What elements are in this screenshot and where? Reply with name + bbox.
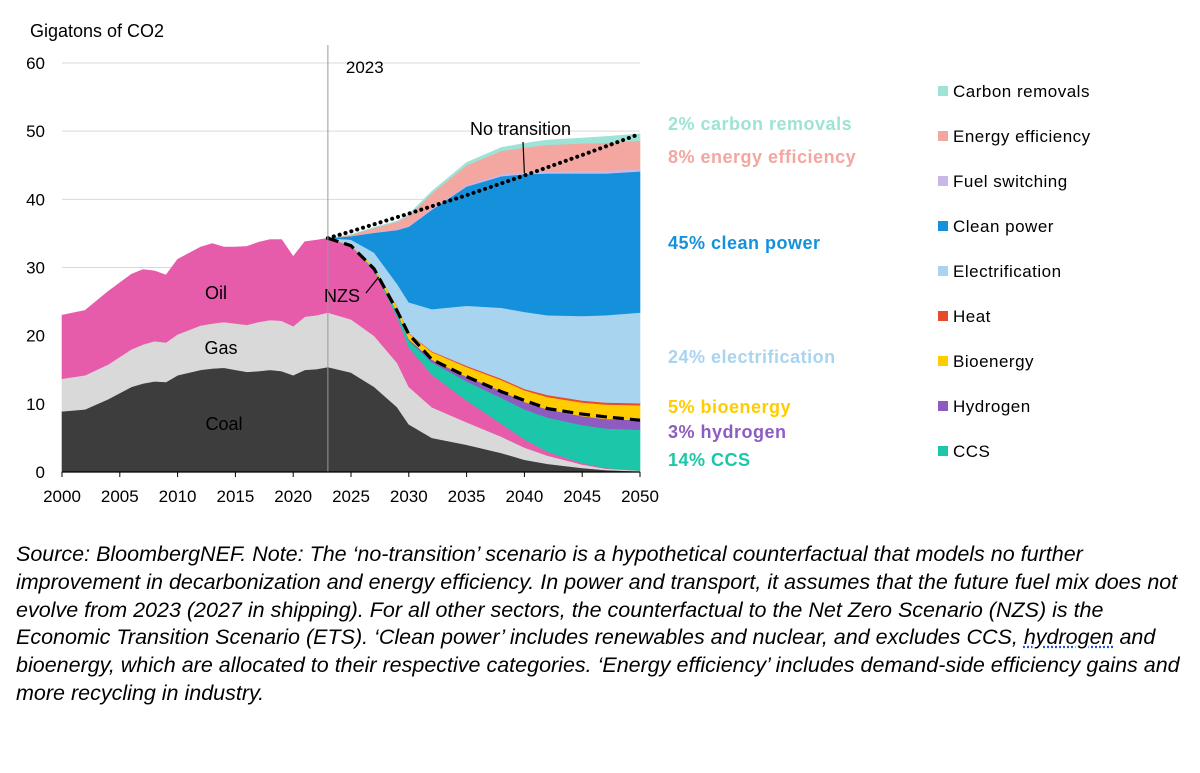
no-transition-leader	[522, 141, 525, 174]
x-tick-2030: 2030	[390, 487, 428, 506]
legend-swatch-heat	[938, 311, 948, 321]
nzs-carbon-removals-area	[327, 133, 641, 239]
legend-label-fuel-switching: Fuel switching	[953, 172, 1068, 191]
percent-annotations: 2% carbon removals 8% energy efficiency 45…	[668, 114, 856, 470]
x-tick-2045: 2045	[563, 487, 601, 506]
area-labels: Coal Gas Oil	[204, 283, 242, 434]
legend-label-energy-efficiency: Energy efficiency	[953, 127, 1091, 146]
y-tick-50: 50	[26, 122, 45, 141]
y-tick-40: 40	[26, 190, 45, 209]
legend-label-bioenergy: Bioenergy	[953, 352, 1034, 371]
legend-swatch-ccs	[938, 446, 948, 456]
emissions-chart: Gigatons of CO2 No transition NZS 2023 0 10…	[26, 21, 1091, 506]
annotation-14-ccs: 14% CCS	[668, 450, 751, 470]
legend-swatch-electrification	[938, 266, 948, 276]
reference-year-label: 2023	[346, 58, 384, 77]
nzs-label: NZS	[324, 286, 360, 306]
oil-area-label: Oil	[205, 283, 227, 303]
note-text-2: and bioenergy, which are allocated to th…	[16, 625, 1180, 705]
nzs-leader	[365, 276, 380, 294]
y-tick-60: 60	[26, 54, 45, 73]
y-tick-0: 0	[36, 463, 45, 482]
x-tick-2050: 2050	[621, 487, 659, 506]
note-highlight: hydrogen	[1023, 625, 1114, 650]
y-tick-10: 10	[26, 395, 45, 414]
scenario-lines: No transition NZS	[324, 119, 642, 422]
legend-label-electrification: Electrification	[953, 262, 1062, 281]
annotation-24-electrification: 24% electrification	[668, 347, 836, 367]
legend-label-carbon-removals: Carbon removals	[953, 82, 1090, 101]
x-tick-2010: 2010	[159, 487, 197, 506]
x-tick-2000: 2000	[43, 487, 81, 506]
gas-area-label: Gas	[204, 338, 237, 358]
x-tick-2015: 2015	[216, 487, 254, 506]
y-tick-30: 30	[26, 259, 45, 278]
note-text-1: Source: BloombergNEF. Note: The ‘no-tran…	[16, 542, 1178, 650]
x-tick-2005: 2005	[101, 487, 139, 506]
nzs-line	[327, 236, 641, 422]
legend-label-clean-power: Clean power	[953, 217, 1054, 236]
legend-swatch-fuel-switching	[938, 176, 948, 186]
stacked-areas	[61, 133, 641, 473]
annotation-2-carbon-removals: 2% carbon removals	[668, 114, 852, 134]
x-tick-2040: 2040	[505, 487, 543, 506]
legend-label-ccs: CCS	[953, 442, 990, 461]
annotation-3-hydrogen: 3% hydrogen	[668, 422, 787, 442]
y-tick-20: 20	[26, 327, 45, 346]
annotation-8-energy-efficiency: 8% energy efficiency	[668, 147, 856, 167]
no-transition-label: No transition	[470, 119, 571, 139]
legend-label-hydrogen: Hydrogen	[953, 397, 1031, 416]
no-transition-line	[325, 131, 642, 241]
legend: Carbon removals Energy efficiency Fuel swi…	[938, 82, 1091, 461]
legend-swatch-energy-efficiency	[938, 131, 948, 141]
annotation-45-clean-power: 45% clean power	[668, 233, 821, 253]
legend-label-heat: Heat	[953, 307, 991, 326]
legend-swatch-clean-power	[938, 221, 948, 231]
legend-swatch-carbon-removals	[938, 86, 948, 96]
annotation-5-bioenergy: 5% bioenergy	[668, 397, 791, 417]
x-tick-2025: 2025	[332, 487, 370, 506]
coal-area-label: Coal	[205, 414, 242, 434]
legend-swatch-hydrogen	[938, 401, 948, 411]
x-tick-2020: 2020	[274, 487, 312, 506]
x-tick-2035: 2035	[448, 487, 486, 506]
y-axis-label: Gigatons of CO2	[30, 21, 164, 41]
source-note: Source: BloombergNEF. Note: The ‘no-tran…	[16, 541, 1191, 708]
legend-swatch-bioenergy	[938, 356, 948, 366]
